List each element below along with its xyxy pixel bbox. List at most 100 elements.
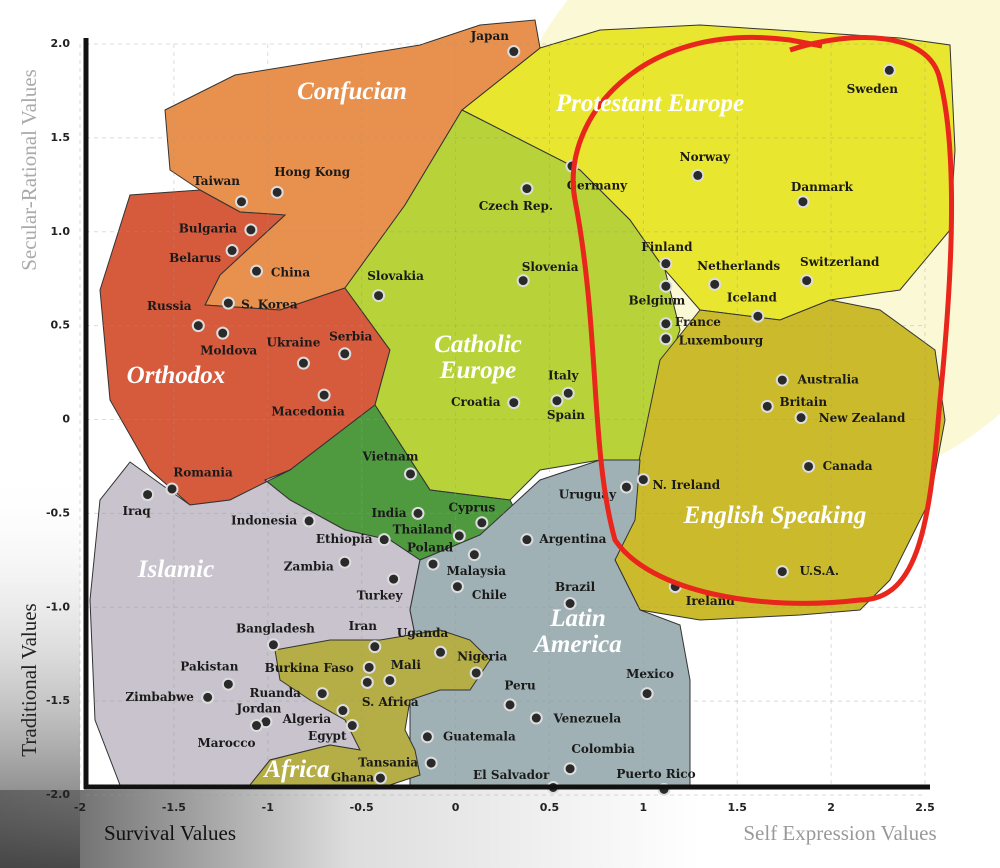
point-label: Serbia — [329, 329, 373, 343]
y-tick-label: 0.5 — [51, 319, 71, 332]
point — [529, 711, 543, 725]
region-label: Protestant Europe — [555, 90, 745, 117]
point — [794, 411, 808, 425]
point — [563, 762, 577, 776]
point — [636, 473, 650, 487]
point — [315, 687, 329, 701]
y-tick-label: 1.0 — [51, 225, 71, 238]
point-label: Norway — [680, 150, 731, 164]
point-label: Belgium — [629, 294, 686, 308]
y-tick-label: 2.0 — [51, 37, 71, 50]
point-label: Pakistan — [180, 660, 238, 674]
point-label: Luxembourg — [679, 333, 764, 347]
region-label: Islamic — [137, 556, 215, 583]
point-label: Vietnam — [361, 449, 418, 463]
x-label-right: Self Expression Values — [743, 821, 936, 845]
point-label: Germany — [567, 179, 628, 193]
point — [708, 277, 722, 291]
point — [296, 356, 310, 370]
point — [345, 719, 359, 733]
point-label: Canada — [823, 459, 873, 473]
point — [221, 677, 235, 691]
point — [775, 565, 789, 579]
point-label: Bangladesh — [236, 621, 315, 635]
point — [141, 488, 155, 502]
y-tick-label: 0 — [62, 413, 70, 426]
point-label: Algeria — [282, 712, 332, 726]
point-label: Iceland — [727, 291, 778, 305]
point-label: India — [371, 506, 406, 520]
point — [191, 319, 205, 333]
point-label: El Salvador — [473, 768, 550, 782]
point-label: Britain — [779, 395, 827, 409]
x-tick-label: 1.5 — [727, 801, 747, 814]
y-tick-label: -2.0 — [46, 788, 70, 801]
point — [452, 529, 466, 543]
point — [250, 719, 264, 733]
region-label: Catholic Europe — [434, 331, 522, 384]
point-label: Bulgaria — [179, 221, 237, 235]
region-label: Latin America — [534, 605, 622, 658]
point — [424, 756, 438, 770]
highlight-outline — [570, 35, 955, 606]
point — [250, 264, 264, 278]
point-label: China — [271, 266, 311, 280]
y-label-top: Secular-Rational Values — [17, 69, 41, 271]
point-label: Nigeria — [457, 649, 507, 663]
point-label: France — [675, 315, 721, 329]
point-label: Belarus — [169, 251, 221, 265]
point — [372, 289, 386, 303]
point-label: Russia — [147, 299, 192, 313]
point — [516, 274, 530, 288]
point — [302, 514, 316, 528]
point-label: Ethiopia — [316, 532, 373, 546]
x-tick-label: 0 — [452, 801, 460, 814]
point-label: New Zealand — [819, 411, 906, 425]
point — [800, 274, 814, 288]
point-label: Japan — [470, 29, 510, 43]
left-shade — [0, 300, 80, 868]
point-label: Mali — [391, 658, 422, 672]
point — [368, 640, 382, 654]
point — [469, 666, 483, 680]
point-label: Brazil — [555, 580, 596, 594]
point-label: Uganda — [397, 626, 449, 640]
point-label: Romania — [173, 465, 233, 479]
point-label: Hong Kong — [274, 165, 351, 179]
point — [244, 223, 258, 237]
point-label: Australia — [797, 373, 860, 387]
x-tick-label: -1.5 — [162, 801, 186, 814]
point — [882, 63, 896, 77]
point-label: Ruanda — [250, 686, 302, 700]
point-label: Poland — [407, 541, 454, 555]
point-label: Spain — [547, 408, 585, 422]
point-label: Zambia — [284, 560, 334, 574]
point-label: Burkina Faso — [265, 661, 354, 675]
point — [373, 771, 387, 785]
point — [362, 660, 376, 674]
y-tick-label: 1.5 — [51, 131, 71, 144]
point — [561, 386, 575, 400]
point — [434, 645, 448, 659]
point — [550, 394, 564, 408]
point — [691, 168, 705, 182]
point — [221, 296, 235, 310]
y-tick-label: -0.5 — [46, 506, 70, 519]
point — [467, 548, 481, 562]
point-label: Sweden — [847, 82, 899, 96]
point — [775, 373, 789, 387]
point-label: Colombia — [571, 742, 635, 756]
x-tick-label: -0.5 — [350, 801, 374, 814]
region-label: Orthodox — [126, 362, 226, 389]
point — [225, 244, 239, 258]
point-label: Czech Rep. — [479, 199, 553, 213]
point — [475, 516, 489, 530]
point — [201, 690, 215, 704]
point — [387, 572, 401, 586]
x-tick-label: 2.5 — [915, 801, 935, 814]
point — [796, 195, 810, 209]
point — [270, 185, 284, 199]
point-label: Switzerland — [800, 255, 880, 269]
